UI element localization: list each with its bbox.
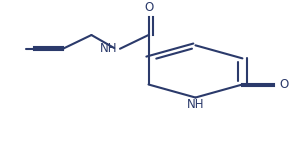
Text: NH: NH bbox=[187, 98, 204, 111]
Text: O: O bbox=[144, 1, 153, 14]
Text: O: O bbox=[280, 78, 289, 91]
Text: NH: NH bbox=[100, 42, 117, 55]
